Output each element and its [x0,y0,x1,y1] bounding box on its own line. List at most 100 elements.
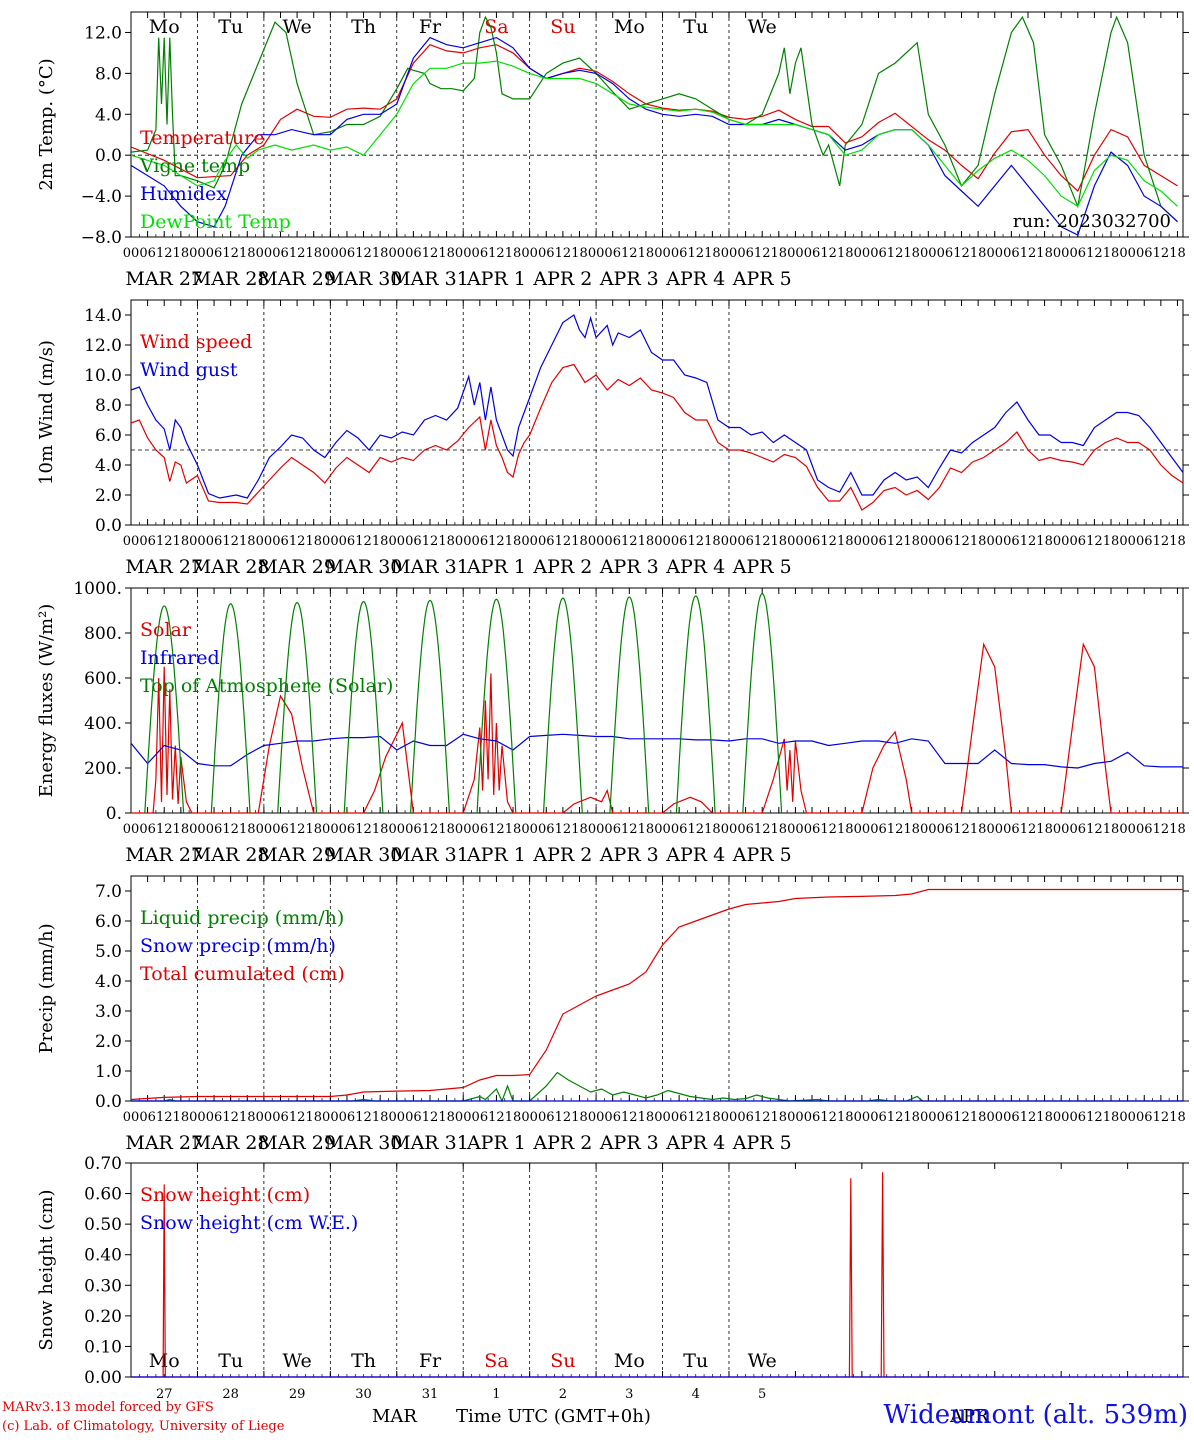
x-hour-label: 12 [1086,534,1103,549]
x-date-label: APR 5 [732,268,792,290]
x-date-label: MAR 29 [258,844,336,866]
x-date-label: MAR 27 [125,844,203,866]
x-hour-label: 06 [206,534,223,549]
x-hour-label: 18 [1036,246,1053,261]
x-hour-label: 00 [521,246,538,261]
weekday-label: Tu [218,1350,243,1372]
x-hour-label: 00 [588,246,605,261]
x-hour-label: 18 [903,534,920,549]
x-date-label: APR 2 [532,268,592,290]
x-hour-label: 12 [953,1110,970,1125]
y-tick-label: 0.70 [84,1154,122,1174]
series-line-snow-height-cm- [131,1172,1183,1378]
x-hour-label: 06 [538,1110,555,1125]
x-hour-label: 18 [704,822,721,837]
x-hour-label: 12 [687,1110,704,1125]
x-hour-label: 06 [1136,822,1153,837]
legend-entry: Vigne temp [139,155,250,177]
x-date-label: MAR 28 [192,844,270,866]
x-hour-label: 06 [870,1110,887,1125]
x-hour-label: 00 [986,534,1003,549]
x-hour-label: 00 [1053,246,1070,261]
x-hour-label: 12 [754,1110,771,1125]
y-tick-label: 4.0 [95,105,122,125]
x-hour-label: 12 [687,534,704,549]
x-hour-label: 06 [737,246,754,261]
x-hour-label: 06 [139,822,156,837]
series-line-humidex [130,36,1178,236]
weekday-label: Tu [683,1350,708,1372]
x-hour-label: 12 [1153,822,1170,837]
x-hour-label: 06 [1070,534,1087,549]
x-hour-label: 00 [256,822,273,837]
x-hour-label: 00 [854,246,871,261]
x-hour-label: 12 [1086,822,1103,837]
x-date-label: APR 2 [532,556,592,578]
panel-2: 14.0 12.0 10.0 8.0 6.0 4.0 2.0 0.0 10m Wind (m/s… [36,299,1189,578]
x-hour-label: 12 [953,534,970,549]
x-hour-label: 00 [388,1110,405,1125]
x-hour-label: 00 [455,822,472,837]
x-hour-label: 00 [986,822,1003,837]
x-date-label: APR 2 [532,1132,592,1154]
x-hour-label: 00 [787,246,804,261]
x-date-label: APR 2 [532,844,592,866]
weekday-label: Th [351,1350,376,1372]
x-hour-label: 12 [422,246,439,261]
x-hour-label: 06 [538,534,555,549]
weekday-label: Mo [149,1350,180,1372]
x-hour-label: 00 [721,534,738,549]
legend-entry: Wind gust [140,359,238,381]
y-axis-label: Energy fluxes (W/m²) [36,604,57,798]
x-hour-label: 12 [754,246,771,261]
x-hour-label: 12 [355,1110,372,1125]
x-hour-label: 12 [887,1110,904,1125]
x-hour-label: 12 [687,246,704,261]
series-line-wind-gust [130,314,1184,499]
x-date-label: APR 3 [599,1132,659,1154]
y-tick-label: 600. [84,669,122,689]
x-hour-label: 06 [1003,246,1020,261]
x-hour-label: 06 [804,1110,821,1125]
x-date-label: APR 1 [466,844,526,866]
x-hour-label: 12 [1153,1110,1170,1125]
x-hour-label: 18 [372,534,389,549]
x-date-label: APR 3 [599,268,659,290]
x-hour-label: 06 [272,534,289,549]
x-hour-label: 12 [621,822,638,837]
x-hour-label: 12 [754,534,771,549]
x-hour-label: 06 [671,534,688,549]
x-hour-label: 06 [870,246,887,261]
x-hour-label: 18 [837,1110,854,1125]
y-tick-label: 0.40 [84,1246,122,1266]
series-line-solar [131,642,1183,814]
x-hour-label: 06 [1136,534,1153,549]
x-hour-label: 06 [737,1110,754,1125]
x-hour-label: 18 [704,534,721,549]
series-line-temperature [130,43,1178,193]
weekday-label: Su [550,1350,575,1372]
x-hour-label: 00 [256,534,273,549]
x-hour-label: 12 [1153,534,1170,549]
x-date-label: MAR 30 [325,556,403,578]
x-hour-label: 06 [937,534,954,549]
x-hour-label: 06 [1136,1110,1153,1125]
x-hour-label: 18 [970,534,987,549]
panel-5: 0.70 0.60 0.50 0.40 0.30 0.20 0.10 0.00 Snow hei… [36,1154,1189,1402]
x-hour-label: 06 [206,1110,223,1125]
x-hour-label: 06 [206,822,223,837]
x-hour-label: 06 [1003,534,1020,549]
x-hour-label: 00 [654,1110,671,1125]
x-hour-label: 06 [405,534,422,549]
x-date-label: APR 5 [732,556,792,578]
x-hour-label: 06 [339,534,356,549]
x-hour-label: 12 [488,246,505,261]
legend-entry: Snow height (cm W.E.) [140,1212,358,1234]
y-tick-label: 200. [84,759,122,779]
x-hour-label: 12 [422,822,439,837]
x-hour-label: 00 [920,822,937,837]
x-hour-label: 18 [771,1110,788,1125]
legend-entry: Snow height (cm) [140,1184,310,1206]
x-hour-label: 06 [538,246,555,261]
